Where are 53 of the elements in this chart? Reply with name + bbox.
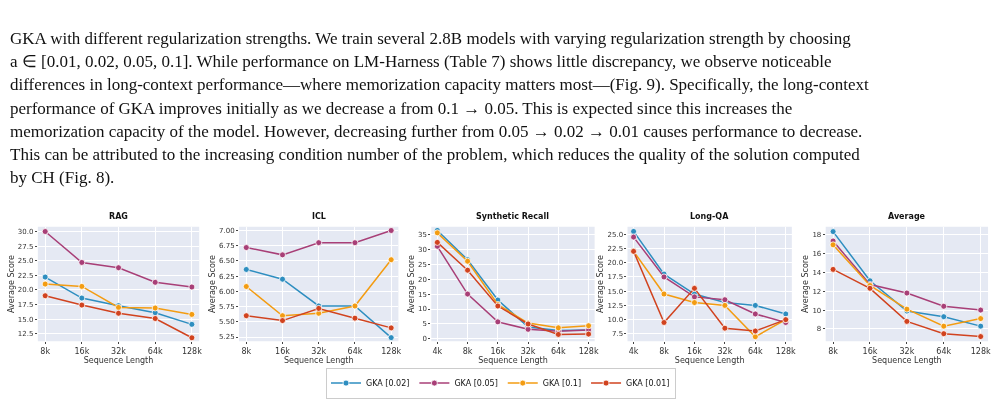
y-axis-title: Average Score — [406, 255, 416, 313]
text: a ∈ [0.01, 0.02, 0.05, 0.1]. While performance on LM-Harness (Table 7) shows little discrepancy, we observe noticeable — [10, 52, 832, 71]
text: GKA with different regularization strengths. We train several 2.8B models with varying regularization strength by choosing — [10, 29, 852, 48]
x-tick-label: 32k — [717, 346, 733, 356]
x-tick-label: 64k — [747, 346, 764, 356]
x-tick-label: 8k — [40, 346, 51, 356]
x-tick-label: 16k — [275, 346, 291, 356]
text: performance of GKA improves initially as we decrease a from 0.1 → 0.05. This is expected since this increases the — [10, 99, 793, 118]
x-axis-title: Sequence Length — [674, 355, 745, 365]
x-tick-label: 128k — [578, 346, 599, 356]
chart-title: Average — [888, 212, 926, 221]
text: by CH (Fig. 8). — [10, 168, 115, 187]
x-tick-label: 32k — [899, 346, 915, 356]
y-axis-title: Average Score — [207, 255, 217, 313]
legend-label: GKA [0.1] — [542, 379, 582, 389]
text: differences in long-context performance—where memorization capacity matters most—(Fig. 9). Specifically, the long-context — [10, 75, 869, 94]
x-tick-label: 4k — [628, 346, 639, 356]
x-tick-label: 16k — [74, 346, 90, 356]
x-tick-label: 128k — [775, 346, 797, 356]
x-axis-title: Sequence Length — [283, 355, 354, 365]
y-axis-title: Average Score — [596, 255, 606, 313]
x-tick-label: 128k — [181, 346, 203, 356]
legend-label: GKA [0.02] — [366, 379, 410, 389]
x-tick-label: 8k — [659, 346, 670, 356]
legend-label: GKA [0.01] — [626, 379, 670, 389]
x-tick-label: 32k — [520, 346, 536, 356]
x-tick-label: 64k — [936, 346, 952, 356]
chart-title: Long-QA — [690, 212, 730, 221]
x-tick-label: 128k — [381, 346, 402, 356]
x-axis-title: Sequence Length — [872, 355, 942, 365]
x-tick-label: 64k — [147, 346, 163, 356]
x-tick-label: 8k — [241, 346, 252, 356]
x-tick-label: 32k — [311, 346, 327, 356]
x-tick-label: 16k — [687, 346, 703, 356]
x-tick-label: 16k — [490, 346, 506, 356]
x-axis-title: Sequence Length — [478, 355, 548, 365]
y-axis-title: Average Score — [6, 255, 16, 313]
chart-title: RAG — [109, 212, 128, 221]
x-tick-label: 64k — [347, 346, 363, 356]
x-tick-label: 4k — [432, 346, 443, 356]
x-tick-label: 16k — [862, 346, 878, 356]
x-tick-label: 8k — [828, 346, 839, 356]
chart-title: ICL — [312, 212, 326, 221]
legend-label: GKA [0.05] — [454, 379, 498, 389]
chart-title: Synthetic Recall — [476, 212, 550, 221]
x-tick-label: 64k — [550, 346, 567, 356]
x-axis-title: Sequence Length — [83, 355, 154, 365]
text: This can be attributed to the increasing condition number of the problem, which reduces the quality of the solution computed — [10, 145, 861, 164]
x-tick-label: 8k — [462, 346, 473, 356]
text: memorization capacity of the model. However, decreasing further from 0.05 → 0.02 → 0.01 causes performance to decrease. — [10, 122, 863, 141]
x-tick-label: 128k — [970, 346, 991, 356]
y-axis-title: Average Score — [801, 255, 811, 313]
x-tick-label: 32k — [111, 346, 127, 356]
